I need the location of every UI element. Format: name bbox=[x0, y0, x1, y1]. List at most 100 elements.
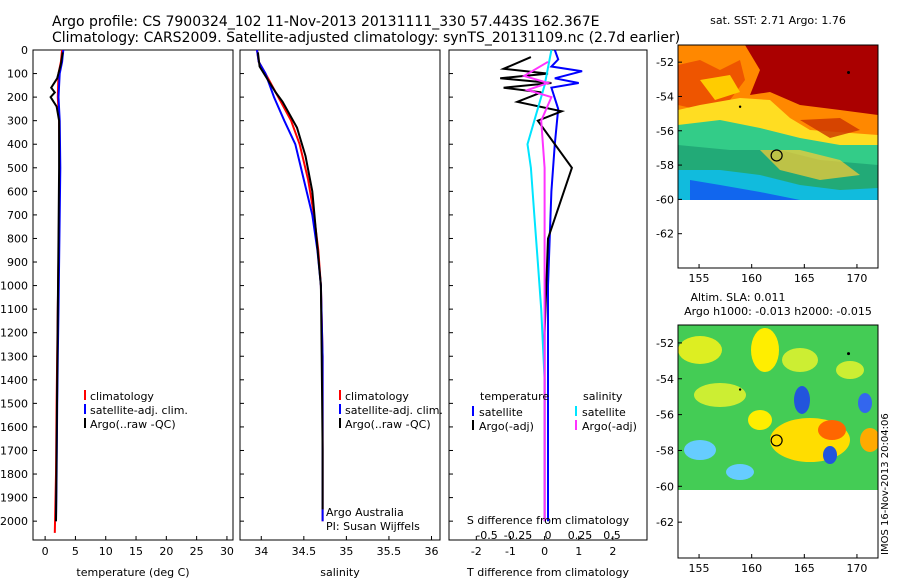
diff-xtick-label: 2 bbox=[609, 545, 616, 558]
sst-map bbox=[677, 44, 879, 269]
depth-ytick-label: 300 bbox=[7, 115, 28, 128]
sla-ytick-label: -56 bbox=[656, 409, 674, 422]
sst-xtick-label: 170 bbox=[846, 272, 867, 285]
depth-ytick-label: 1900 bbox=[0, 492, 28, 505]
depth-ytick-label: 0 bbox=[21, 44, 28, 57]
temp-legend-label: Argo(..raw -QC) bbox=[90, 418, 176, 431]
sst-ytick-label: -52 bbox=[656, 56, 674, 69]
sst-ytick-label: -62 bbox=[656, 228, 674, 241]
depth-ytick-label: 400 bbox=[7, 138, 28, 151]
sal-xtick-label: 34 bbox=[254, 545, 268, 558]
sst-island-marker bbox=[738, 105, 742, 108]
depth-ytick-label: 900 bbox=[7, 256, 28, 269]
temp-xtick-label: 10 bbox=[99, 545, 113, 558]
sla-xtick-label: 155 bbox=[689, 562, 710, 575]
diff-xtick-label: -1 bbox=[505, 545, 516, 558]
sla-argo-position-marker bbox=[770, 434, 783, 447]
sla-island-marker bbox=[847, 352, 851, 356]
temp-legend-label: satellite-adj. clim. bbox=[90, 404, 188, 417]
diff-plot-frame bbox=[448, 49, 648, 541]
temp-plot-frame bbox=[32, 49, 234, 541]
depth-ytick-label: 100 bbox=[7, 68, 28, 81]
temp-xtick-label: 15 bbox=[129, 545, 143, 558]
sal-xlabel: salinity bbox=[320, 566, 360, 579]
temp-xtick-label: 30 bbox=[220, 545, 234, 558]
sla-map-title: Altim. SLA: 0.011 bbox=[690, 291, 785, 304]
plot-title-line2: Climatology: CARS2009. Satellite-adjuste… bbox=[52, 30, 681, 46]
temp-xlabel: temperature (deg C) bbox=[76, 566, 189, 579]
sst-xtick-label: 165 bbox=[794, 272, 815, 285]
sal-xtick-label: 35.5 bbox=[377, 545, 402, 558]
sst-xtick-label: 160 bbox=[741, 272, 762, 285]
sal-series-line bbox=[256, 49, 324, 522]
depth-ytick-label: 1400 bbox=[0, 374, 28, 387]
sal-legend-label: satellite-adj. clim. bbox=[345, 404, 443, 417]
depth-ytick-label: 1700 bbox=[0, 444, 28, 457]
salinity-annotation: Argo Australia bbox=[326, 506, 404, 519]
temp-series-line bbox=[49, 52, 64, 522]
temp-xtick-label: 25 bbox=[190, 545, 204, 558]
diff-top-tick-label: 0.5 bbox=[603, 529, 621, 542]
depth-ytick-label: 600 bbox=[7, 185, 28, 198]
sst-xtick-label: 155 bbox=[689, 272, 710, 285]
sst-ytick-label: -56 bbox=[656, 125, 674, 138]
sal-xtick-label: 36 bbox=[424, 545, 438, 558]
depth-ytick-label: 1200 bbox=[0, 327, 28, 340]
sla-xtick-label: 165 bbox=[794, 562, 815, 575]
temp-xtick-label: 20 bbox=[159, 545, 173, 558]
sal-plot-frame bbox=[239, 49, 441, 541]
diff-legend-title-temperature: temperature bbox=[480, 390, 549, 403]
depth-ytick-label: 1600 bbox=[0, 421, 28, 434]
diff-top-tick-label: 0.25 bbox=[568, 529, 593, 542]
sla-map bbox=[677, 324, 879, 559]
diff-top-xlabel: S difference from climatology bbox=[467, 514, 630, 527]
sst-argo-position-marker bbox=[770, 149, 783, 162]
sla-ytick-label: -54 bbox=[656, 373, 674, 386]
depth-ytick-label: 1000 bbox=[0, 280, 28, 293]
sla-ytick-label: -52 bbox=[656, 337, 674, 350]
depth-ytick-label: 2000 bbox=[0, 515, 28, 528]
diff-legend-label: satellite bbox=[582, 406, 626, 419]
imos-timestamp: IMOS 16-Nov-2013 20:04:06 bbox=[880, 413, 891, 555]
sst-island-marker bbox=[847, 70, 851, 74]
sst-ytick-label: -54 bbox=[656, 90, 674, 103]
sst-ytick-label: -58 bbox=[656, 159, 674, 172]
depth-ytick-label: 1500 bbox=[0, 397, 28, 410]
diff-xtick-label: 0 bbox=[541, 545, 548, 558]
depth-ytick-label: 1800 bbox=[0, 468, 28, 481]
depth-ytick-label: 700 bbox=[7, 209, 28, 222]
diff-legend-title-salinity: salinity bbox=[583, 390, 623, 403]
diff-legend-label: Argo(-adj) bbox=[582, 420, 637, 433]
diff-series-line bbox=[547, 49, 583, 522]
sal-xtick-label: 35 bbox=[339, 545, 353, 558]
sal-legend-label: climatology bbox=[345, 390, 409, 403]
sla-map-subtitle: Argo h1000: -0.013 h2000: -0.015 bbox=[684, 305, 872, 318]
sst-map-title: sat. SST: 2.71 Argo: 1.76 bbox=[710, 14, 846, 27]
temp-legend-label: climatology bbox=[90, 390, 154, 403]
diff-xtick-label: -2 bbox=[471, 545, 482, 558]
sla-ytick-label: -62 bbox=[656, 516, 674, 529]
diff-legend-label: satellite bbox=[479, 406, 523, 419]
depth-ytick-label: 1300 bbox=[0, 350, 28, 363]
salinity-annotation: PI: Susan Wijffels bbox=[326, 520, 420, 533]
depth-ytick-label: 500 bbox=[7, 162, 28, 175]
depth-ytick-label: 800 bbox=[7, 232, 28, 245]
depth-ytick-label: 200 bbox=[7, 91, 28, 104]
diff-top-tick-label: 0 bbox=[545, 529, 552, 542]
temp-xtick-label: 5 bbox=[72, 545, 79, 558]
diff-series-line bbox=[521, 60, 553, 522]
diff-series-line bbox=[499, 56, 574, 522]
sal-series-line bbox=[256, 52, 324, 510]
sst-ytick-label: -60 bbox=[656, 193, 674, 206]
diff-top-tick-label: -0.25 bbox=[504, 529, 532, 542]
sla-xtick-label: 170 bbox=[846, 562, 867, 575]
temp-xtick-label: 0 bbox=[42, 545, 49, 558]
diff-top-tick-label: -0.5 bbox=[476, 529, 497, 542]
sla-ytick-label: -58 bbox=[656, 444, 674, 457]
sal-series-line bbox=[256, 49, 324, 522]
sla-xtick-label: 160 bbox=[741, 562, 762, 575]
diff-xlabel: T difference from climatology bbox=[466, 566, 629, 579]
plot-title-line1: Argo profile: CS 7900324_102 11-Nov-2013… bbox=[52, 14, 600, 30]
sla-ytick-label: -60 bbox=[656, 480, 674, 493]
